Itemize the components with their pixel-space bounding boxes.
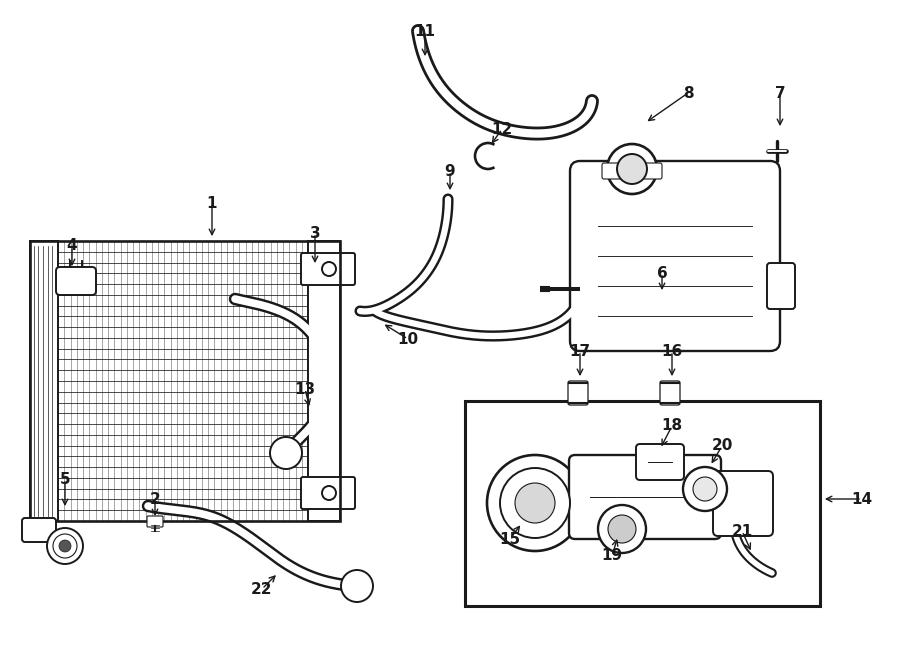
- Circle shape: [683, 467, 727, 511]
- Text: 12: 12: [491, 122, 513, 137]
- Circle shape: [693, 477, 717, 501]
- FancyBboxPatch shape: [56, 267, 96, 295]
- Text: 21: 21: [732, 524, 752, 539]
- Text: 16: 16: [662, 344, 682, 358]
- Text: 1: 1: [207, 196, 217, 210]
- Text: 18: 18: [662, 418, 682, 434]
- FancyBboxPatch shape: [301, 253, 355, 285]
- FancyBboxPatch shape: [602, 163, 662, 179]
- Circle shape: [270, 437, 302, 469]
- Text: 14: 14: [851, 492, 873, 506]
- Circle shape: [487, 455, 583, 551]
- Text: 8: 8: [683, 85, 693, 100]
- Circle shape: [53, 534, 77, 558]
- Circle shape: [515, 483, 555, 523]
- FancyBboxPatch shape: [636, 444, 684, 480]
- Bar: [465, 401, 820, 606]
- Circle shape: [322, 262, 336, 276]
- Text: 22: 22: [251, 582, 273, 596]
- FancyBboxPatch shape: [767, 263, 795, 309]
- FancyBboxPatch shape: [570, 161, 780, 351]
- Circle shape: [341, 570, 373, 602]
- Bar: [30, 241, 340, 521]
- Circle shape: [47, 528, 83, 564]
- Text: 20: 20: [711, 438, 733, 453]
- Text: 13: 13: [294, 381, 316, 397]
- Text: 5: 5: [59, 471, 70, 486]
- Circle shape: [500, 468, 570, 538]
- Circle shape: [322, 486, 336, 500]
- Text: 17: 17: [570, 344, 590, 358]
- Circle shape: [617, 154, 647, 184]
- Circle shape: [608, 515, 636, 543]
- Text: 7: 7: [775, 85, 786, 100]
- Bar: [308, 241, 340, 521]
- Text: 3: 3: [310, 225, 320, 241]
- FancyBboxPatch shape: [568, 381, 588, 405]
- FancyBboxPatch shape: [147, 516, 163, 527]
- FancyBboxPatch shape: [22, 518, 56, 542]
- FancyBboxPatch shape: [301, 477, 355, 509]
- Circle shape: [59, 540, 71, 552]
- Text: 19: 19: [601, 549, 623, 563]
- Text: 9: 9: [445, 163, 455, 178]
- FancyBboxPatch shape: [569, 455, 721, 539]
- Text: 15: 15: [500, 531, 520, 547]
- FancyBboxPatch shape: [660, 381, 680, 405]
- Bar: [30, 241, 58, 521]
- FancyBboxPatch shape: [713, 471, 773, 536]
- Text: 10: 10: [398, 332, 418, 346]
- Text: 4: 4: [67, 239, 77, 254]
- Circle shape: [607, 144, 657, 194]
- Text: 2: 2: [149, 492, 160, 506]
- Text: 11: 11: [415, 24, 436, 38]
- Text: 6: 6: [657, 266, 668, 280]
- Circle shape: [598, 505, 646, 553]
